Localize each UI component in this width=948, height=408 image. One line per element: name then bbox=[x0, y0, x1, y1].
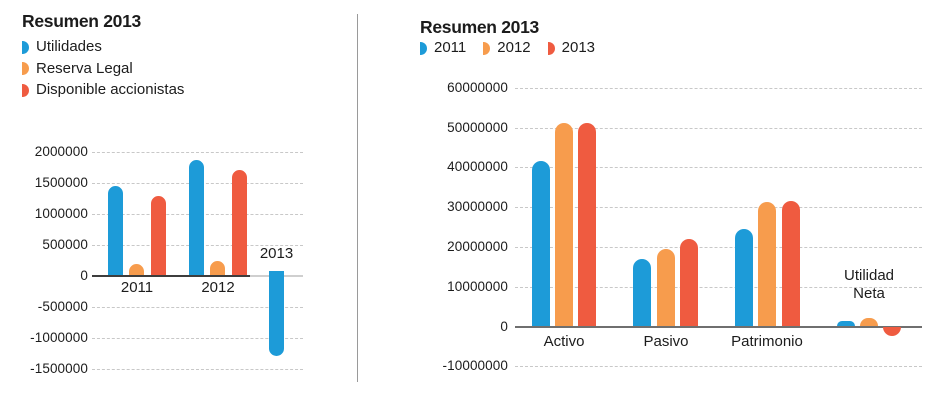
bar-reserva-legal-2012 bbox=[210, 261, 226, 276]
legend-item-reserva-legal: Reserva Legal bbox=[22, 60, 184, 78]
y-tick-label: 40000000 bbox=[447, 159, 508, 175]
bar-2012-patrimonio bbox=[758, 202, 777, 327]
bar-disponible-accionistas-2012 bbox=[231, 170, 247, 276]
plot-area: 60000000 50000000 40000000 30000000 20000000… bbox=[400, 0, 948, 408]
legend-label: 2012 bbox=[497, 39, 531, 56]
y-tick-label: 10000000 bbox=[447, 278, 508, 294]
legend-item-2011: 2011 bbox=[420, 39, 466, 57]
right-chart: Resumen 2013 2011 2012 2013 60000000 500000… bbox=[400, 0, 948, 408]
legend-label: 2013 bbox=[561, 39, 596, 56]
legend-marker-icon bbox=[22, 83, 29, 97]
gridline bbox=[92, 337, 303, 339]
left-chart: Resumen 2013 Utilidades Reserva Legal Disp… bbox=[0, 0, 350, 408]
y-tick-label: 500000 bbox=[42, 236, 88, 252]
category-label-pasivo: Pasivo bbox=[643, 333, 689, 350]
legend-label: 2011 bbox=[434, 39, 467, 56]
category-label-2012: 2012 bbox=[201, 279, 235, 296]
y-tick-label: 50000000 bbox=[447, 119, 508, 135]
bar-2013-activo bbox=[578, 122, 597, 327]
bar-reserva-legal-2011 bbox=[129, 263, 145, 276]
y-tick-label: 60000000 bbox=[447, 79, 508, 95]
y-tick-label: -1000000 bbox=[30, 329, 88, 345]
plot-area: 2000000 1500000 1000000 500000 0 -500000 -1000… bbox=[0, 0, 350, 408]
legend-item-2013: 2013 bbox=[547, 39, 596, 57]
chart-legend: 2011 2012 2013 bbox=[420, 39, 595, 57]
bar-2013-pasivo bbox=[680, 239, 698, 327]
bar-2013-patrimonio bbox=[781, 200, 800, 327]
legend-label: Reserva Legal bbox=[36, 59, 133, 77]
chart-legend: Utilidades Reserva Legal Disponible accion… bbox=[22, 38, 184, 99]
bar-2012-utilidad-neta bbox=[860, 317, 879, 327]
legend-marker-icon bbox=[483, 41, 491, 55]
bar-utilidades-2011 bbox=[107, 185, 123, 276]
category-label-2011: 2011 bbox=[120, 279, 154, 296]
bar-utilidades-2013 bbox=[269, 271, 285, 357]
y-tick-label: 2000000 bbox=[34, 143, 88, 159]
legend-label: Utilidades bbox=[36, 38, 102, 55]
bar-2012-pasivo bbox=[656, 249, 675, 327]
legend-label: Disponible accionistas bbox=[36, 81, 185, 98]
gridline bbox=[92, 151, 303, 153]
category-label-patrimonio: Patrimonio bbox=[731, 333, 803, 350]
divider-line bbox=[357, 14, 358, 382]
y-tick-label: 0 bbox=[80, 267, 88, 283]
gridline bbox=[92, 306, 303, 308]
chart-title: Resumen 2013 bbox=[22, 11, 141, 31]
y-tick-label: 30000000 bbox=[447, 199, 508, 215]
y-tick-label: -1500000 bbox=[30, 360, 88, 376]
gridline bbox=[515, 127, 922, 129]
y-tick-label: 20000000 bbox=[447, 238, 508, 254]
legend-item-2012: 2012 bbox=[483, 39, 531, 57]
category-label-utilidad-neta: Utilidad Neta bbox=[843, 267, 895, 302]
bar-2011-activo bbox=[531, 160, 550, 327]
gridline bbox=[515, 246, 922, 248]
legend-marker-icon bbox=[420, 41, 427, 55]
gridline bbox=[515, 87, 922, 89]
gridline bbox=[92, 368, 303, 370]
y-tick-label: -500000 bbox=[37, 298, 88, 314]
legend-item-utilidades: Utilidades bbox=[22, 38, 184, 56]
zero-axis-line bbox=[92, 275, 250, 277]
category-label-activo: Activo bbox=[543, 333, 585, 350]
bar-2013-utilidad-neta bbox=[883, 326, 902, 336]
category-label-2013: 2013 bbox=[259, 245, 294, 262]
gridline bbox=[515, 366, 922, 368]
gridline bbox=[515, 167, 922, 169]
bar-disponible-accionistas-2011 bbox=[150, 196, 166, 276]
legend-marker-icon bbox=[22, 40, 29, 54]
bar-2011-patrimonio bbox=[735, 228, 754, 327]
legend-item-disponible-accionistas: Disponible accionistas bbox=[22, 81, 184, 99]
bar-2012-activo bbox=[555, 122, 573, 327]
gridline bbox=[515, 286, 922, 288]
y-tick-label: 1000000 bbox=[34, 205, 88, 221]
legend-marker-icon bbox=[547, 41, 555, 55]
bar-2011-utilidad-neta bbox=[836, 320, 855, 327]
chart-title: Resumen 2013 bbox=[420, 17, 539, 37]
zero-axis-line bbox=[515, 326, 922, 328]
bar-utilidades-2012 bbox=[188, 159, 204, 276]
y-tick-label: -10000000 bbox=[442, 358, 508, 374]
y-tick-label: 0 bbox=[500, 318, 508, 334]
bar-2011-pasivo bbox=[633, 258, 652, 327]
y-tick-label: 1500000 bbox=[34, 174, 88, 190]
legend-marker-icon bbox=[22, 62, 29, 75]
gridline bbox=[515, 207, 922, 209]
